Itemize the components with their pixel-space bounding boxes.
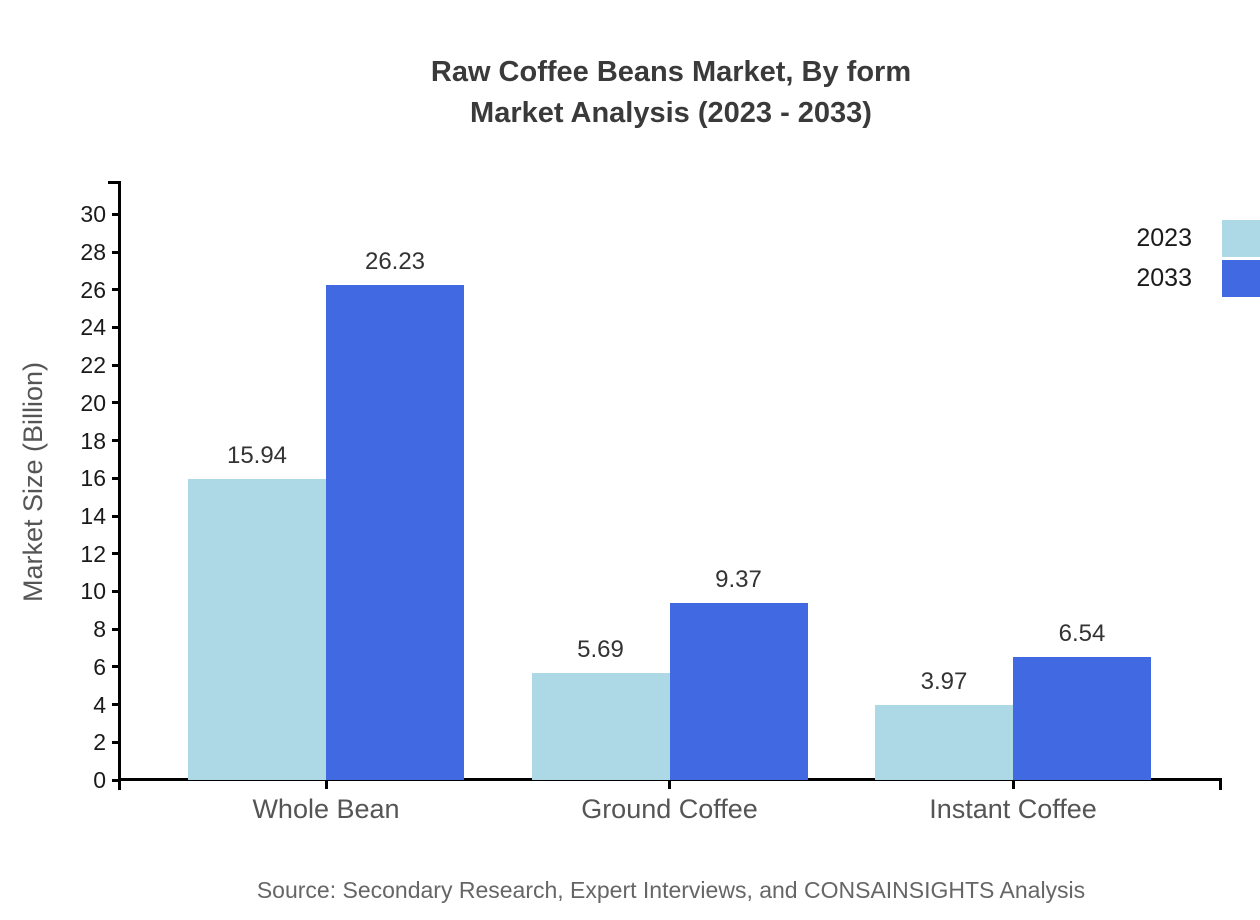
y-axis-tick-label: 20 <box>80 389 106 416</box>
chart-title-line2: Market Analysis (2023 - 2033) <box>470 97 872 129</box>
y-axis-tick-label: 18 <box>80 427 106 454</box>
y-axis-tick <box>112 778 120 782</box>
bar-2033-category-1 <box>669 603 808 780</box>
category-label: Ground Coffee <box>581 794 758 824</box>
y-axis-tick <box>112 250 120 254</box>
y-axis-tick <box>112 476 120 480</box>
y-axis-tick <box>112 589 120 593</box>
bar-value-label: 15.94 <box>226 442 288 470</box>
y-axis-tick <box>112 627 120 631</box>
y-axis-tick-label: 22 <box>80 352 106 379</box>
y-axis-tick <box>112 363 120 367</box>
legend-label-2023: 2023 <box>1136 224 1192 252</box>
y-axis-tick-label: 4 <box>93 691 106 718</box>
y-axis-tick-label: 0 <box>93 767 106 793</box>
x-axis-right-cap <box>1219 778 1222 790</box>
y-axis-tick-label: 2 <box>93 729 106 756</box>
legend-swatch-2023 <box>1222 220 1260 257</box>
bar-value-label: 5.69 <box>577 635 624 663</box>
y-axis-tick <box>112 552 120 556</box>
source-note: Source: Secondary Research, Expert Inter… <box>256 877 1086 903</box>
y-axis-tick-label: 14 <box>80 503 106 529</box>
y-axis-tick-label: 16 <box>80 465 106 492</box>
y-axis-tick <box>112 740 120 744</box>
y-axis-tick-label: 12 <box>80 540 106 567</box>
y-axis-tick <box>112 325 120 329</box>
chart-title: Raw Coffee Beans Market, By form Market … <box>120 52 1222 134</box>
x-axis-tick <box>324 780 328 789</box>
y-axis-tick-label: 24 <box>80 314 106 341</box>
bar-value-label: 6.54 <box>1058 619 1106 647</box>
y-axis-tick-label: 10 <box>80 578 106 605</box>
y-axis-tick-label: 28 <box>80 239 106 265</box>
y-axis-tick-label: 8 <box>93 616 106 643</box>
bar-2033-category-0 <box>326 285 464 780</box>
legend-swatch-2033 <box>1222 260 1260 297</box>
legend-label-2033: 2033 <box>1136 264 1192 292</box>
y-axis-tick <box>112 439 120 443</box>
y-axis-tick <box>112 288 120 292</box>
x-axis-tick <box>1011 780 1015 789</box>
y-axis-line <box>118 181 121 790</box>
y-axis-tick <box>112 401 120 405</box>
y-axis-tick-label: 26 <box>80 276 106 303</box>
bar-value-label: 26.23 <box>364 248 426 276</box>
bar-2023-category-0 <box>188 479 326 780</box>
y-axis-top-cap <box>108 181 120 184</box>
y-axis-tick-label: 30 <box>80 201 106 228</box>
y-axis-tick-label: 6 <box>93 653 106 680</box>
y-axis-tick <box>112 665 120 669</box>
category-label: Instant Coffee <box>929 794 1097 824</box>
bar-2023-category-1 <box>531 672 670 780</box>
chart-title-line1: Raw Coffee Beans Market, By form <box>430 56 912 88</box>
category-label: Whole Bean <box>252 794 400 824</box>
y-axis-tick <box>112 212 120 216</box>
bar-value-label: 9.37 <box>715 566 762 594</box>
bar-value-label: 3.97 <box>920 668 968 696</box>
y-axis-tick <box>112 514 120 518</box>
y-axis-tick <box>112 703 120 707</box>
bar-2033-category-2 <box>1013 656 1151 780</box>
x-axis-tick <box>668 780 671 789</box>
bar-2023-category-2 <box>875 705 1013 780</box>
